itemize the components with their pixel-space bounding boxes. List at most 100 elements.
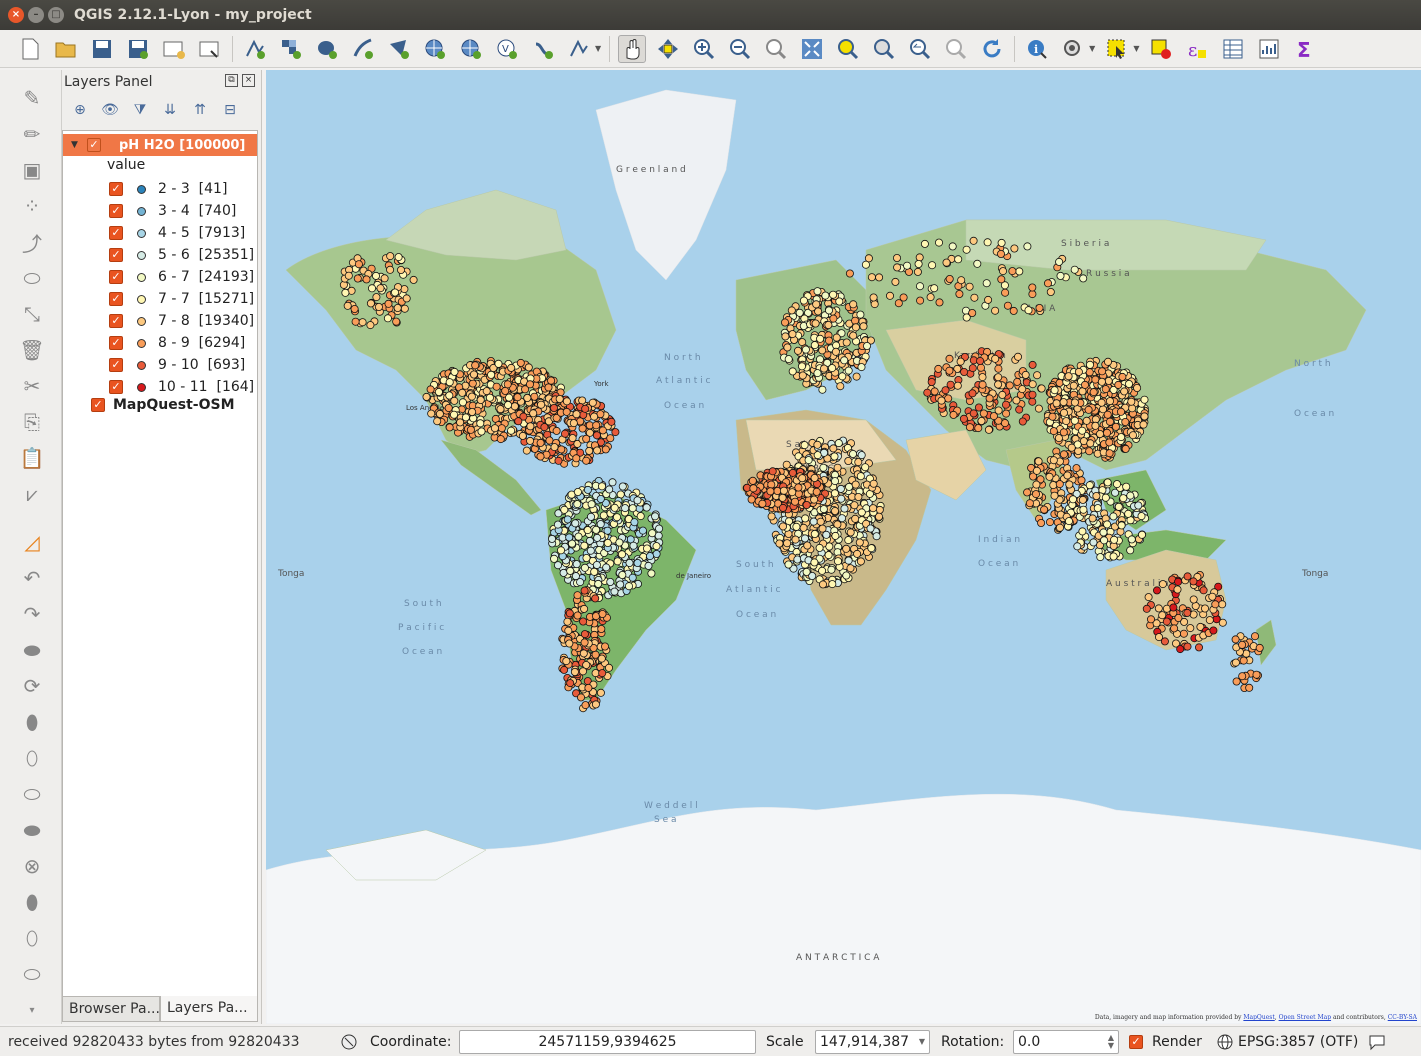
expand-all-icon[interactable]: ⇊ — [164, 102, 176, 118]
cut-features-icon[interactable]: ✂ — [23, 374, 41, 398]
close-panel-icon[interactable]: × — [242, 74, 255, 87]
sum-icon[interactable]: Σ — [1291, 35, 1319, 63]
measure-icon[interactable] — [1059, 35, 1087, 63]
legend-class-row[interactable]: ✓ 4 - 5 [7913] — [109, 222, 245, 244]
coordinate-field[interactable]: 24571159,9394625 — [459, 1029, 756, 1054]
delete-part-icon[interactable]: ⊗ — [23, 854, 41, 878]
offset-curve-icon[interactable]: ⬯ — [25, 926, 39, 950]
remove-layer-icon[interactable]: ⊟ — [224, 102, 236, 118]
zoom-actual-icon[interactable] — [762, 35, 790, 63]
toggle-editing-icon[interactable]: ✏ — [23, 122, 41, 146]
add-virtual-layer-icon[interactable] — [529, 35, 557, 63]
statistics-icon[interactable] — [1255, 35, 1283, 63]
layer-checkbox[interactable]: ✓ — [87, 138, 101, 152]
reshape-features-icon[interactable]: ⬮ — [25, 890, 39, 914]
merge-features-icon[interactable]: ⬭ — [23, 962, 41, 986]
messages-icon[interactable] — [1368, 1033, 1386, 1051]
zoom-full-icon[interactable] — [798, 35, 826, 63]
rotation-spinbox[interactable]: 0.0 ▲ ▼ — [1013, 1029, 1119, 1054]
close-window-button[interactable]: × — [8, 7, 24, 23]
legend-class-row[interactable]: ✓ 2 - 3 [41] — [109, 178, 227, 200]
maximize-window-button[interactable]: □ — [48, 7, 64, 23]
add-ring-icon[interactable]: ⬬ — [23, 638, 41, 662]
class-checkbox[interactable]: ✓ — [109, 358, 123, 372]
delete-ring-icon[interactable]: ⬬ — [23, 818, 41, 842]
identify-icon[interactable]: i — [1023, 35, 1051, 63]
save-project-icon[interactable] — [88, 35, 116, 63]
add-raster-layer-icon[interactable] — [277, 35, 305, 63]
legend-class-row[interactable]: ✓ 7 - 8 [19340] — [109, 310, 254, 332]
new-shapefile-icon[interactable] — [565, 35, 593, 63]
class-checkbox[interactable]: ✓ — [109, 314, 123, 328]
legend-class-row[interactable]: ✓ 7 - 7 [15271] — [109, 288, 254, 310]
add-wcs-layer-icon[interactable] — [421, 35, 449, 63]
add-wfs-layer-icon[interactable] — [457, 35, 485, 63]
chevron-down-icon[interactable]: ▼ — [918, 1036, 925, 1046]
class-checkbox[interactable]: ✓ — [109, 204, 123, 218]
delete-selected-icon[interactable]: 🗑 — [19, 338, 45, 362]
select-icon[interactable] — [1103, 35, 1131, 63]
legend-class-row[interactable]: ✓ 3 - 4 [740] — [109, 200, 236, 222]
filter-icon[interactable]: ⧩ — [133, 102, 147, 118]
zoom-last-icon[interactable] — [906, 35, 934, 63]
refresh-icon[interactable] — [978, 35, 1006, 63]
pan-icon[interactable] — [618, 34, 647, 63]
new-project-icon[interactable] — [16, 35, 44, 63]
save-as-icon[interactable] — [124, 35, 152, 63]
field-calculator-icon[interactable]: ε — [1183, 35, 1211, 63]
minimize-window-button[interactable]: – — [28, 7, 44, 23]
fill-ring-icon[interactable]: ⬭ — [23, 782, 41, 806]
add-wms-layer-icon[interactable] — [385, 35, 413, 63]
class-checkbox[interactable]: ✓ — [109, 182, 123, 196]
rotate-feature-icon[interactable]: ⟳ — [23, 674, 41, 698]
tab-browser-panel[interactable]: Browser Pa... — [62, 996, 160, 1022]
legend-class-row[interactable]: ✓ 9 - 10 [693] — [109, 354, 245, 376]
save-edits-icon[interactable]: ▣ — [22, 158, 42, 182]
layer-row-basemap[interactable]: ✓ MapQuest-OSM — [91, 397, 235, 413]
undo-icon[interactable]: ↶ — [23, 566, 41, 590]
map-canvas[interactable]: G r e e n l a n d N o r t h A t l a n t … — [266, 70, 1421, 1024]
legend-class-row[interactable]: ✓ 10 - 11 [164] — [109, 376, 254, 398]
zoom-to-layer-icon[interactable] — [870, 35, 898, 63]
redo-icon[interactable]: ↷ — [23, 602, 41, 626]
legend-class-row[interactable]: ✓ 6 - 7 [24193] — [109, 266, 254, 288]
attribution-link[interactable]: MapQuest — [1243, 1014, 1275, 1021]
attribution-link[interactable]: Open Street Map — [1278, 1014, 1332, 1021]
copy-features-icon[interactable]: ⎘ — [24, 410, 40, 434]
simplify-feature-icon[interactable]: ⬮ — [25, 710, 39, 734]
new-print-composer-icon[interactable] — [160, 35, 188, 63]
add-delimited-text-icon[interactable]: V — [493, 35, 521, 63]
node-tool-icon[interactable]: ⬭ — [23, 266, 41, 290]
spin-arrows-icon[interactable]: ▲ ▼ — [1107, 1032, 1114, 1050]
split-features-icon[interactable]: ⩗ — [26, 482, 38, 506]
move-feature-icon[interactable]: ⤴ — [22, 231, 42, 256]
deselect-icon[interactable] — [1147, 35, 1175, 63]
node-edit-icon[interactable]: ⤡ — [24, 302, 40, 326]
collapse-all-icon[interactable]: ⇈ — [194, 102, 206, 118]
add-spatialite-layer-icon[interactable] — [349, 35, 377, 63]
class-checkbox[interactable]: ✓ — [109, 270, 123, 284]
layer-checkbox[interactable]: ✓ — [91, 398, 105, 412]
label-tool-icon[interactable]: ◿ — [24, 530, 40, 554]
render-checkbox[interactable]: ✓ — [1129, 1034, 1143, 1049]
float-panel-icon[interactable]: ⧉ — [225, 74, 238, 87]
pan-to-selection-icon[interactable] — [654, 35, 682, 63]
legend-class-row[interactable]: ✓ 8 - 9 [6294] — [109, 332, 245, 354]
layer-row-ph[interactable]: ▼ ✓ pH H2O [100000] — [63, 134, 257, 156]
crs-button[interactable]: EPSG:3857 (OTF) — [1216, 1033, 1358, 1051]
zoom-next-icon[interactable] — [942, 35, 970, 63]
class-checkbox[interactable]: ✓ — [109, 380, 123, 394]
chevron-down-icon[interactable]: ▼ — [595, 44, 602, 53]
collapse-arrow-icon[interactable]: ▼ — [71, 140, 78, 150]
zoom-to-selection-icon[interactable] — [834, 35, 862, 63]
add-feature-icon[interactable]: ⁘ — [23, 194, 41, 218]
attribute-table-icon[interactable] — [1219, 35, 1247, 63]
tab-layers-panel[interactable]: Layers Pa... — [160, 996, 258, 1022]
open-project-icon[interactable] — [52, 35, 80, 63]
chevron-down-icon[interactable]: ▾ — [29, 1004, 35, 1016]
add-part-icon[interactable]: ⬯ — [25, 746, 39, 770]
scale-combo[interactable]: 147,914,387 ▼ — [815, 1029, 930, 1054]
visibility-icon[interactable]: 👁 — [101, 102, 119, 118]
add-postgis-layer-icon[interactable] — [313, 35, 341, 63]
current-edits-icon[interactable]: ✎ — [23, 86, 41, 110]
